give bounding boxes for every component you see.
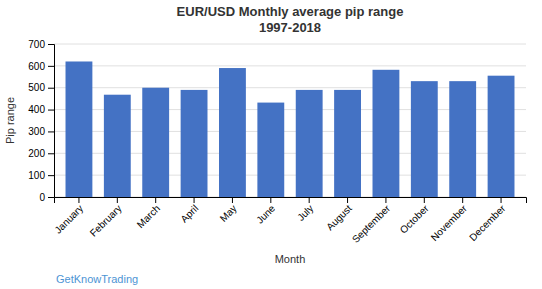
x-tick-mark	[270, 197, 271, 203]
bar	[449, 81, 476, 197]
x-tick: October	[398, 197, 431, 236]
y-tick: 500	[28, 82, 54, 93]
x-tick-mark	[155, 197, 156, 203]
bars	[66, 61, 515, 197]
y-tick-label: 300	[28, 126, 45, 137]
y-tick-mark	[48, 175, 54, 176]
x-tick: April	[178, 197, 200, 225]
y-tick-label: 600	[28, 61, 45, 72]
x-tick: January	[52, 197, 85, 236]
y-tick: 700	[28, 39, 54, 50]
y-axis: 0 100 200 300 400 500 600 700	[28, 39, 54, 203]
bar	[296, 90, 323, 197]
bar	[142, 88, 169, 197]
x-tick-mark	[462, 197, 463, 203]
x-tick-mark	[232, 197, 233, 203]
x-tick-label: June	[254, 202, 277, 225]
x-tick-mark	[309, 197, 310, 203]
y-tick-label: 0	[39, 192, 45, 203]
x-axis-line	[55, 198, 527, 204]
x-tick-label: May	[218, 203, 239, 224]
y-tick: 100	[28, 170, 54, 181]
x-tick-label: April	[178, 203, 200, 225]
plot: 0 100 200 300 400 500 600 700 JanuaryFebruary Mar…	[28, 39, 526, 245]
bar	[411, 81, 438, 197]
x-tick-mark	[117, 197, 118, 203]
watermark: GetKnowTrading	[56, 273, 138, 285]
x-tick: March	[135, 197, 162, 230]
grid-line	[54, 44, 526, 45]
x-tick-label: August	[324, 203, 354, 233]
x-tick: July	[295, 197, 315, 223]
y-tick-label: 500	[28, 82, 45, 93]
x-tick: September	[350, 197, 393, 245]
y-tick-mark	[48, 88, 54, 89]
x-tick: December	[467, 197, 508, 243]
bar	[488, 76, 515, 197]
x-tick: February	[88, 197, 124, 239]
x-tick-label: January	[52, 203, 85, 236]
y-tick: 0	[39, 192, 54, 203]
bar	[104, 95, 131, 197]
chart: 0 100 200 300 400 500 600 700 JanuaryFebruary Mar…	[0, 0, 542, 289]
y-tick: 200	[28, 148, 54, 159]
y-tick-mark	[48, 44, 54, 45]
y-tick-mark	[48, 197, 54, 198]
bar	[181, 90, 208, 197]
bar	[66, 61, 93, 197]
y-tick-mark	[48, 153, 54, 154]
y-axis-line	[48, 45, 55, 198]
x-tick-mark	[385, 197, 386, 203]
x-tick: November	[429, 197, 470, 243]
y-tick-mark	[48, 110, 54, 111]
y-axis-title: Pip range	[4, 97, 16, 144]
x-tick-label: November	[429, 202, 470, 243]
x-tick-label: September	[350, 202, 393, 245]
y-tick-mark	[48, 131, 54, 132]
y-tick-label: 200	[28, 148, 45, 159]
y-tick: 400	[28, 104, 54, 115]
x-tick-label: February	[88, 203, 124, 239]
grid-line	[54, 65, 526, 66]
bar	[373, 70, 400, 197]
bar	[257, 103, 284, 197]
x-tick: May	[218, 197, 239, 224]
x-tick: June	[254, 197, 277, 226]
x-tick-mark	[501, 197, 502, 203]
x-tick-mark	[194, 197, 195, 203]
y-tick-label: 700	[28, 39, 45, 50]
bar	[219, 68, 246, 197]
x-tick: August	[324, 197, 354, 232]
x-axis: JanuaryFebruary March April May June July Augu…	[52, 197, 526, 245]
y-tick-label: 100	[28, 170, 45, 181]
x-tick-label: March	[135, 203, 162, 230]
x-tick-mark	[424, 197, 425, 203]
x-axis-title: Month	[275, 253, 306, 265]
x-tick-label: December	[467, 202, 508, 243]
x-tick-mark	[347, 197, 348, 203]
title: EUR/USD Monthly average pip range1997-20…	[177, 4, 404, 35]
x-tick-label: July	[295, 203, 315, 223]
grid	[54, 44, 526, 197]
x-tick-mark	[78, 197, 79, 203]
bar	[334, 90, 361, 197]
y-tick: 300	[28, 126, 54, 137]
y-tick: 600	[28, 61, 54, 72]
x-tick-label: October	[398, 202, 431, 235]
y-tick-label: 400	[28, 104, 45, 115]
y-tick-mark	[48, 66, 54, 67]
